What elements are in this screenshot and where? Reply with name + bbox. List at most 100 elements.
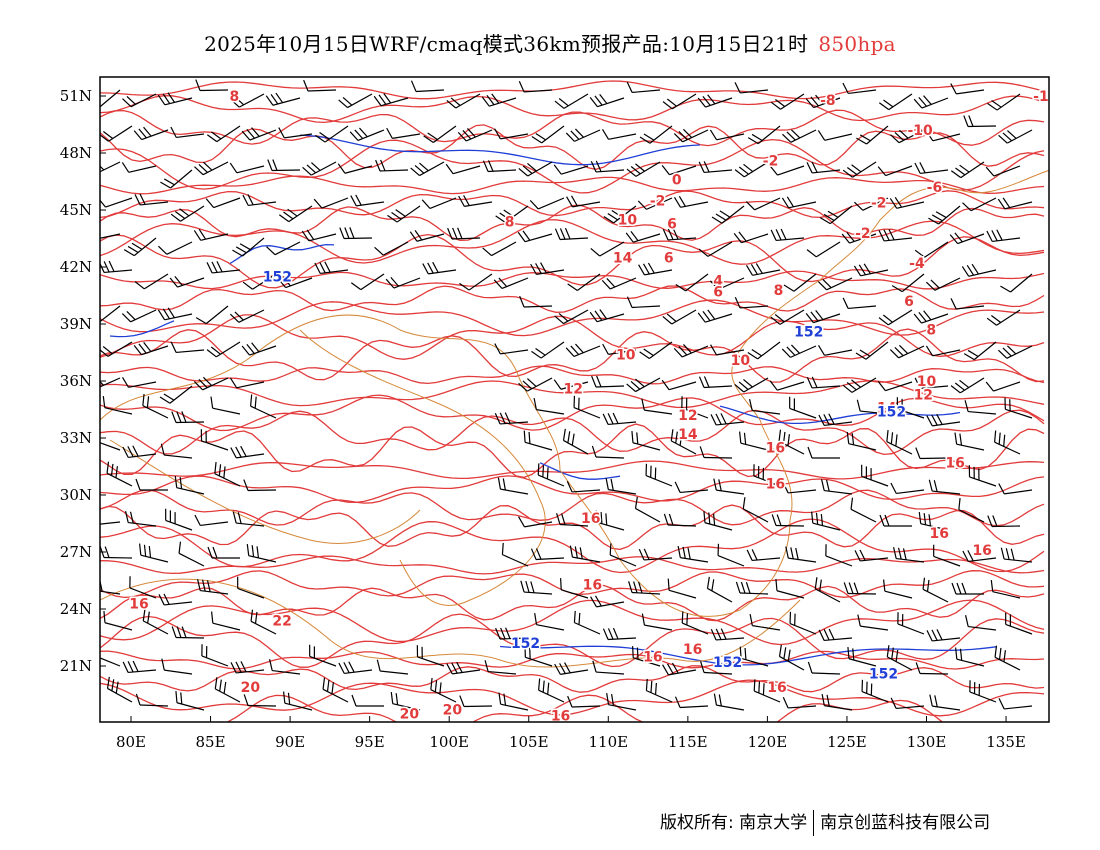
wind-barb bbox=[742, 497, 769, 523]
wind-barb bbox=[211, 611, 241, 631]
temperature-label: 20 bbox=[241, 680, 261, 696]
wind-barb bbox=[639, 341, 673, 359]
wind-barb bbox=[878, 229, 913, 242]
wind-barb bbox=[950, 161, 985, 179]
title-pressure-level: 850hpa bbox=[818, 32, 896, 56]
wind-barb bbox=[350, 194, 385, 207]
wind-barb bbox=[747, 341, 781, 360]
wind-barb bbox=[518, 161, 553, 177]
isotherm-line bbox=[100, 175, 1045, 195]
wind-barb bbox=[445, 163, 481, 175]
wind-barb bbox=[734, 161, 769, 178]
wind-barb bbox=[590, 241, 625, 257]
wind-barb bbox=[817, 130, 853, 141]
isotherm-line bbox=[100, 504, 1045, 551]
wind-barb bbox=[605, 478, 637, 495]
wind-barb bbox=[603, 205, 637, 224]
wind-barb bbox=[230, 661, 265, 674]
temperature-label: 14 bbox=[678, 427, 698, 443]
wind-barb bbox=[891, 273, 925, 293]
wind-barb bbox=[997, 197, 1033, 210]
temperature-label: 16 bbox=[972, 543, 991, 559]
wind-barb bbox=[135, 693, 169, 707]
geopotential-height-line bbox=[719, 405, 961, 425]
wind-barb bbox=[962, 197, 997, 212]
wind-barb bbox=[517, 230, 553, 243]
wind-barb bbox=[785, 546, 817, 563]
wind-barb bbox=[778, 644, 805, 671]
isotherm-line bbox=[100, 460, 1045, 480]
wind-barb bbox=[997, 345, 1033, 359]
wind-barb bbox=[1000, 547, 1033, 563]
wind-barb bbox=[994, 645, 1021, 671]
isotherm-line bbox=[100, 423, 1045, 479]
temperature-label: 12 bbox=[914, 387, 933, 403]
wind-barb bbox=[914, 241, 949, 258]
wind-barb bbox=[554, 93, 589, 109]
wind-barb bbox=[717, 543, 745, 567]
isotherm-line bbox=[100, 124, 1045, 170]
wind-barb bbox=[229, 377, 265, 389]
wind-barb bbox=[853, 263, 889, 277]
wind-barb bbox=[770, 309, 805, 325]
height-label: 152 bbox=[877, 404, 906, 420]
axis-layer: 80E 85E 90E 95E 100E 105E 110E 115E 120E 125E 130E… bbox=[60, 87, 1026, 751]
wind-barb bbox=[122, 660, 157, 674]
wind-barb bbox=[386, 127, 421, 139]
wind-barb bbox=[309, 644, 337, 667]
wind-barb bbox=[230, 445, 265, 459]
wind-barb bbox=[302, 161, 337, 176]
isotherm-line bbox=[100, 233, 1045, 289]
wind-barb bbox=[843, 582, 877, 595]
wind-barb bbox=[667, 578, 697, 599]
wind-barb bbox=[338, 93, 373, 109]
wind-barb bbox=[229, 309, 265, 323]
y-tick-label: 51N bbox=[60, 87, 92, 105]
y-tick-label: 48N bbox=[60, 144, 92, 162]
wind-barb bbox=[133, 341, 169, 356]
wind-barb bbox=[194, 161, 229, 176]
wind-barb bbox=[990, 580, 1021, 599]
x-tick-label: 90E bbox=[275, 733, 305, 751]
wind-barb bbox=[817, 277, 853, 291]
wind-barb bbox=[626, 161, 661, 177]
wind-barb bbox=[673, 344, 709, 358]
wind-barb bbox=[591, 445, 625, 459]
wind-barb bbox=[160, 443, 193, 459]
wind-barb bbox=[278, 127, 313, 139]
wind-barb bbox=[775, 579, 805, 599]
wind-barb bbox=[637, 197, 673, 210]
wind-barb bbox=[896, 397, 925, 419]
isotherm-line bbox=[100, 190, 1045, 219]
wind-barb bbox=[897, 612, 925, 635]
wind-barb bbox=[410, 161, 445, 177]
temperature-label: 16 bbox=[581, 511, 600, 527]
wind-barb bbox=[709, 129, 745, 141]
wind-barb bbox=[195, 79, 229, 92]
wind-barb bbox=[886, 430, 913, 455]
wind-barb bbox=[954, 432, 985, 451]
wind-barb bbox=[998, 698, 1033, 710]
wind-barb bbox=[662, 93, 697, 110]
wind-barb bbox=[523, 430, 553, 451]
wind-barb bbox=[778, 429, 805, 455]
wind-barb bbox=[877, 165, 913, 177]
wind-barb bbox=[171, 411, 205, 424]
wind-barb bbox=[533, 398, 565, 415]
temperature-label: 16 bbox=[766, 441, 785, 457]
y-tick-label: 42N bbox=[60, 258, 92, 276]
wind-barb bbox=[805, 94, 841, 109]
wind-barb bbox=[734, 377, 769, 393]
wind-barb bbox=[375, 159, 409, 172]
wind-barb bbox=[229, 162, 265, 174]
y-tick-label: 21N bbox=[60, 657, 92, 675]
wind-barb bbox=[174, 476, 205, 495]
y-tick-label: 27N bbox=[60, 543, 92, 561]
wind-barb bbox=[986, 309, 1021, 326]
wind-barb bbox=[339, 227, 373, 240]
temperature-label: -10 bbox=[907, 123, 933, 139]
boundary-line bbox=[109, 439, 421, 544]
wind-barb bbox=[781, 344, 817, 358]
wind-barb bbox=[232, 511, 265, 527]
wind-barb bbox=[313, 197, 349, 209]
